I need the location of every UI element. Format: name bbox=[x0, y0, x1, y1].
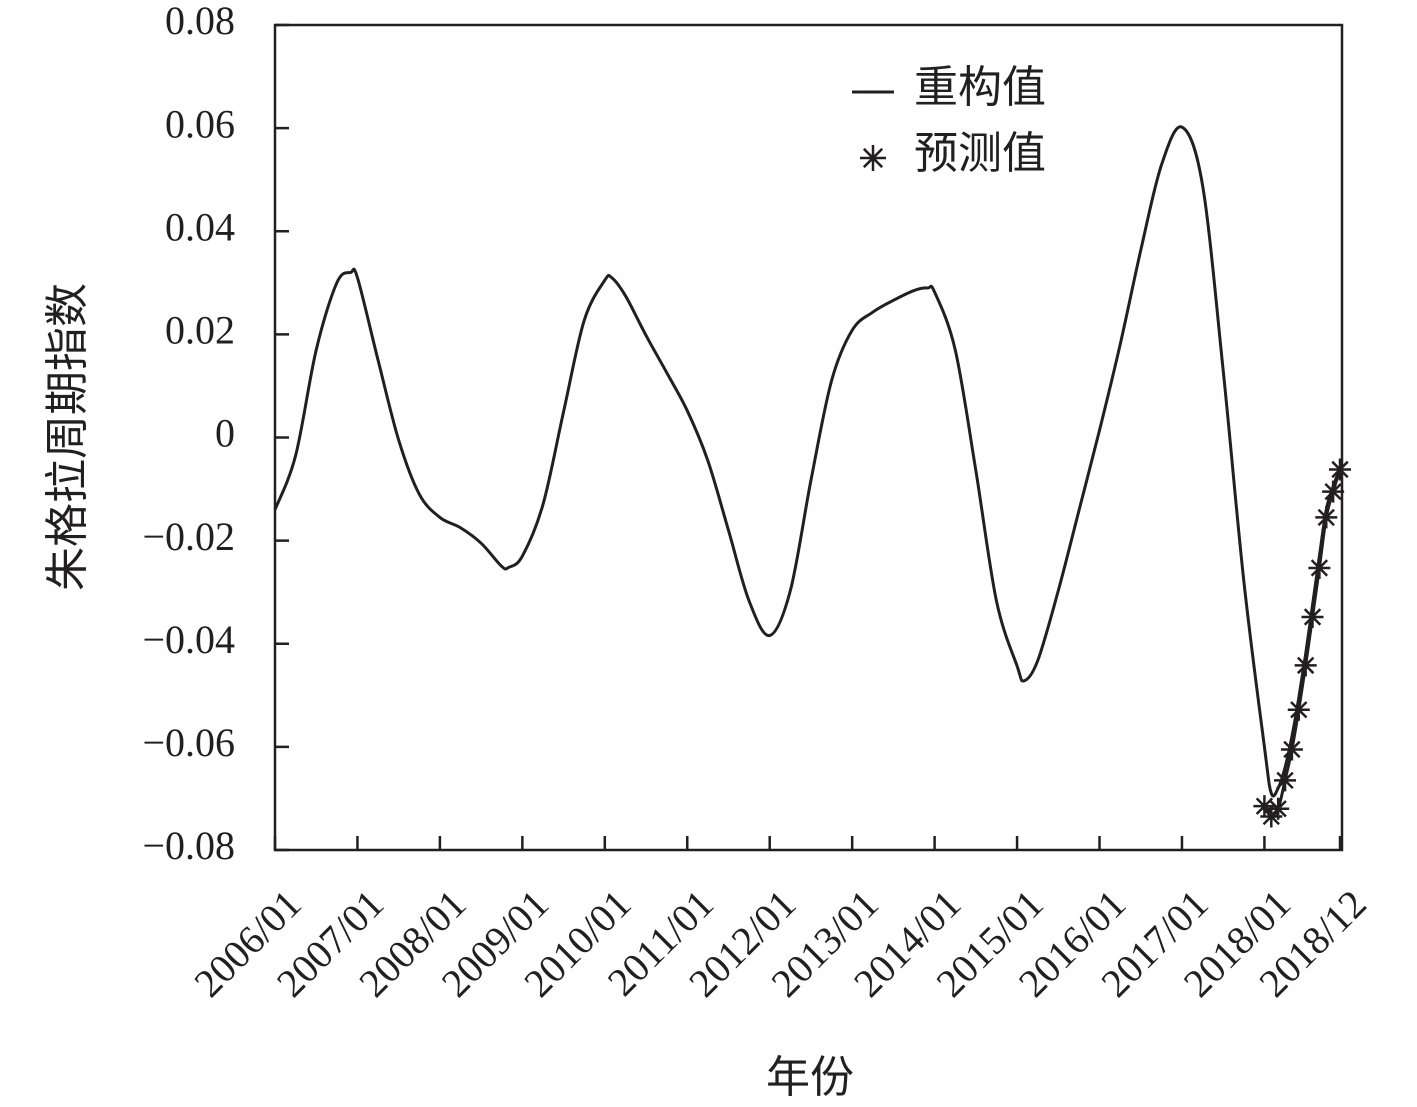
star-marker bbox=[1253, 795, 1276, 818]
star-marker bbox=[1280, 738, 1303, 761]
legend-label: 预测值 bbox=[914, 129, 1046, 178]
star-marker bbox=[1301, 605, 1324, 628]
y-tick-label: 0.08 bbox=[165, 0, 235, 43]
star-marker bbox=[1287, 698, 1310, 721]
star-marker bbox=[1315, 506, 1338, 529]
star-marker bbox=[1267, 797, 1290, 820]
y-tick-label: −0.02 bbox=[142, 514, 235, 559]
y-tick-label: 0 bbox=[215, 411, 235, 456]
y-tick-label: 0.02 bbox=[165, 308, 235, 353]
y-axis-label: 朱格拉周期指数 bbox=[43, 283, 92, 591]
x-axis-label: 年份 bbox=[766, 1053, 854, 1102]
star-marker bbox=[1294, 654, 1317, 677]
legend-marker bbox=[860, 145, 886, 171]
y-tick-label: 0.04 bbox=[165, 204, 235, 249]
y-tick-label: −0.08 bbox=[142, 823, 235, 868]
y-tick-label: −0.04 bbox=[142, 617, 235, 662]
legend-label: 重构值 bbox=[914, 63, 1046, 112]
y-tick-label: 0.06 bbox=[165, 101, 235, 146]
star-marker bbox=[1322, 480, 1345, 503]
series-line bbox=[273, 125, 1342, 798]
star-marker bbox=[1308, 556, 1331, 579]
plot-frame bbox=[273, 23, 1344, 852]
star-marker bbox=[1329, 458, 1351, 481]
star-marker bbox=[1274, 769, 1297, 792]
y-tick-label: −0.06 bbox=[142, 720, 235, 765]
